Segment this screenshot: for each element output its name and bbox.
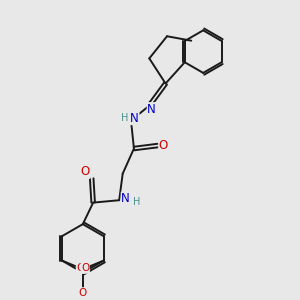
Text: N: N	[147, 103, 156, 116]
Text: N: N	[121, 192, 130, 205]
Text: O: O	[76, 263, 85, 273]
Text: O: O	[81, 165, 90, 178]
Text: N: N	[130, 112, 139, 124]
Text: H: H	[133, 197, 141, 207]
Text: H: H	[121, 113, 128, 123]
Text: O: O	[81, 263, 89, 273]
Text: O: O	[79, 288, 87, 298]
Text: O: O	[159, 139, 168, 152]
